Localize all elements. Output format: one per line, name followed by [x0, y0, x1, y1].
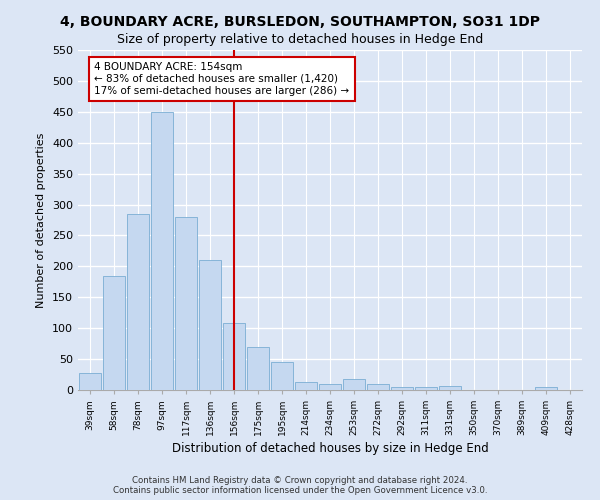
Bar [103, 276, 125, 390]
Bar [223, 323, 245, 390]
Bar [79, 372, 101, 390]
Y-axis label: Number of detached properties: Number of detached properties [37, 132, 46, 308]
Text: 4 BOUNDARY ACRE: 154sqm
← 83% of detached houses are smaller (1,420)
17% of semi: 4 BOUNDARY ACRE: 154sqm ← 83% of detache… [94, 62, 349, 96]
Bar [199, 260, 221, 390]
Bar [343, 379, 365, 390]
Text: Contains HM Land Registry data © Crown copyright and database right 2024.
Contai: Contains HM Land Registry data © Crown c… [113, 476, 487, 495]
Bar [415, 387, 437, 390]
Bar [247, 346, 269, 390]
Bar [271, 362, 293, 390]
Bar [127, 214, 149, 390]
Text: 4, BOUNDARY ACRE, BURSLEDON, SOUTHAMPTON, SO31 1DP: 4, BOUNDARY ACRE, BURSLEDON, SOUTHAMPTON… [60, 15, 540, 29]
Bar [391, 387, 413, 390]
Bar [535, 387, 557, 390]
X-axis label: Distribution of detached houses by size in Hedge End: Distribution of detached houses by size … [172, 442, 488, 456]
Bar [439, 386, 461, 390]
Bar [319, 384, 341, 390]
Bar [175, 217, 197, 390]
Bar [295, 382, 317, 390]
Bar [151, 112, 173, 390]
Bar [367, 384, 389, 390]
Text: Size of property relative to detached houses in Hedge End: Size of property relative to detached ho… [117, 32, 483, 46]
